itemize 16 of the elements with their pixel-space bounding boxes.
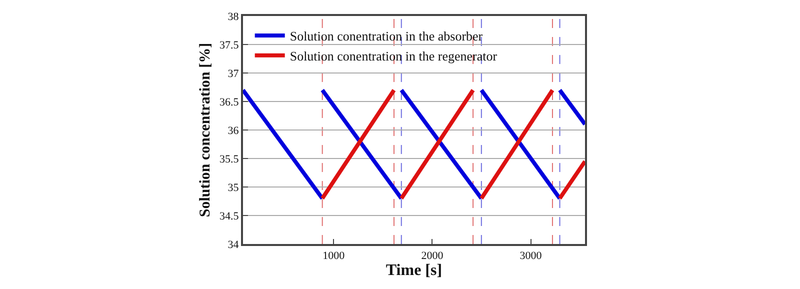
legend-label: Solution conentration in the regenerator: [290, 48, 498, 64]
y-tick-label: 37.5: [220, 39, 240, 52]
y-tick-label: 36.5: [220, 96, 240, 108]
x-axis-title: Time [s]: [386, 262, 442, 280]
x-tick-label: 1000: [322, 250, 346, 262]
y-tick-label: 37: [228, 68, 240, 80]
x-tick-label: 2000: [421, 250, 444, 262]
y-tick-label: 38: [228, 10, 240, 23]
y-tick-label: 35.5: [220, 153, 240, 166]
y-axis-title: Solution concentration [%]: [197, 42, 214, 218]
y-tick-label: 34.5: [220, 210, 240, 222]
y-tick-label: 34: [228, 238, 240, 251]
y-tick-label: 35: [228, 182, 240, 194]
x-tick-label: 3000: [520, 250, 542, 262]
legend-label: Solution conentration in the absorber: [290, 28, 484, 44]
y-tick-label: 36: [228, 124, 240, 137]
